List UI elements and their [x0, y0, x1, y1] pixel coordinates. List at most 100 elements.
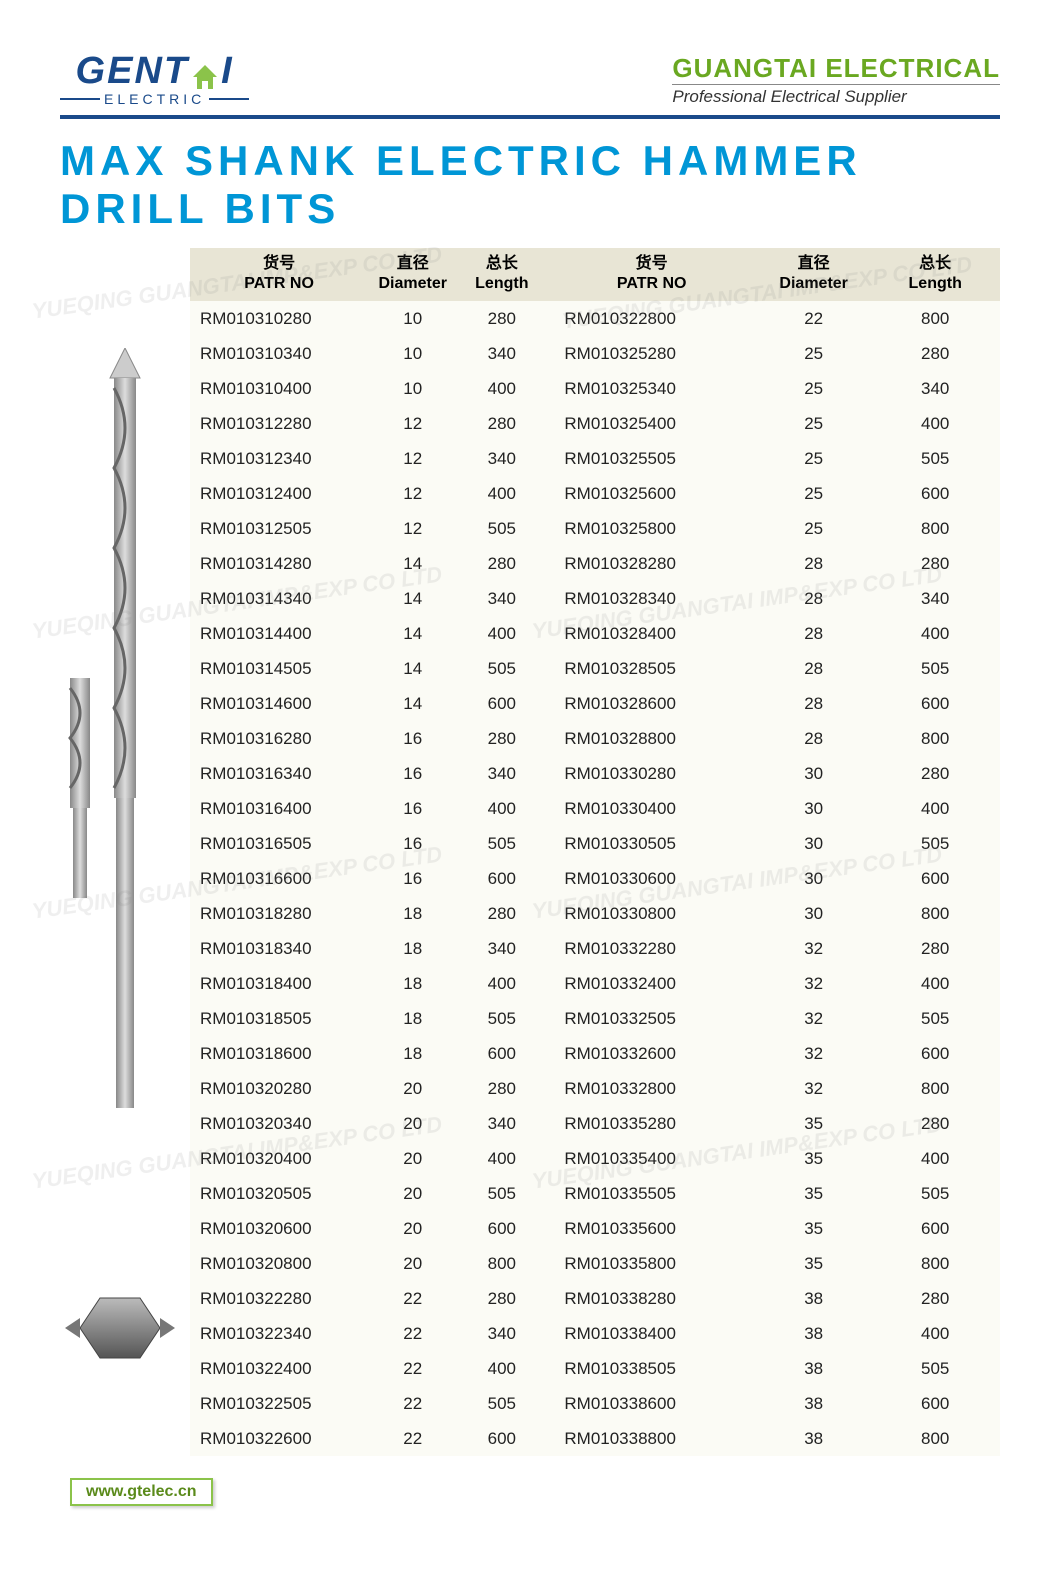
table-cell: 30 [757, 896, 870, 931]
table-cell: RM010322400 [190, 1351, 368, 1386]
table-cell: RM010318280 [190, 896, 368, 931]
table-cell: 35 [757, 1246, 870, 1281]
table-cell: RM010322280 [190, 1281, 368, 1316]
table-cell: 800 [870, 896, 1000, 931]
table-cell: 10 [368, 301, 457, 336]
table-cell: RM010328400 [546, 616, 757, 651]
table-cell: 30 [757, 791, 870, 826]
table-cell: RM010332280 [546, 931, 757, 966]
table-row: RM01031628016280RM01032880028800 [190, 721, 1000, 756]
product-images [60, 248, 190, 1468]
table-cell: RM010314505 [190, 651, 368, 686]
company-name: GUANGTAI ELECTRICAL [672, 53, 1000, 84]
table-cell: 600 [457, 861, 546, 896]
table-cell: RM010312340 [190, 441, 368, 476]
table-cell: RM010312505 [190, 511, 368, 546]
table-cell: 38 [757, 1281, 870, 1316]
table-cell: RM010312280 [190, 406, 368, 441]
table-cell: RM010310340 [190, 336, 368, 371]
table-row: RM01032028020280RM01033280032800 [190, 1071, 1000, 1106]
website-url: www.gtelec.cn [70, 1478, 213, 1506]
table-cell: RM010322505 [190, 1386, 368, 1421]
table-cell: RM010314340 [190, 581, 368, 616]
table-cell: 280 [870, 931, 1000, 966]
table-cell: 505 [457, 1176, 546, 1211]
table-cell: 25 [757, 476, 870, 511]
column-header: 货号PATR NO [190, 248, 368, 302]
logo-main: GENT [76, 50, 190, 93]
table-cell: RM010316280 [190, 721, 368, 756]
table-cell: 400 [457, 476, 546, 511]
table-cell: 16 [368, 756, 457, 791]
table-cell: 25 [757, 511, 870, 546]
table-cell: 22 [757, 301, 870, 336]
table-cell: 600 [870, 686, 1000, 721]
table-cell: 340 [457, 1316, 546, 1351]
table-cell: RM010328800 [546, 721, 757, 756]
table-cell: 340 [870, 581, 1000, 616]
table-cell: 600 [870, 861, 1000, 896]
table-cell: RM010320280 [190, 1071, 368, 1106]
table-cell: 18 [368, 1036, 457, 1071]
table-cell: 18 [368, 931, 457, 966]
table-cell: RM010316505 [190, 826, 368, 861]
table-cell: 20 [368, 1211, 457, 1246]
table-cell: 280 [870, 1106, 1000, 1141]
drill-tip-icon [65, 1278, 175, 1368]
table-cell: 28 [757, 616, 870, 651]
table-row: RM01032040020400RM01033540035400 [190, 1141, 1000, 1176]
table-cell: 16 [368, 826, 457, 861]
table-cell: RM010316600 [190, 861, 368, 896]
table-cell: RM010322340 [190, 1316, 368, 1351]
table-cell: 400 [870, 791, 1000, 826]
table-cell: RM010320800 [190, 1246, 368, 1281]
table-row: RM01031450514505RM01032850528505 [190, 651, 1000, 686]
table-cell: RM010328505 [546, 651, 757, 686]
table-row: RM01031240012400RM01032560025600 [190, 476, 1000, 511]
table-cell: 20 [368, 1141, 457, 1176]
table-cell: 32 [757, 1071, 870, 1106]
table-cell: 22 [368, 1351, 457, 1386]
table-row: RM01031634016340RM01033028030280 [190, 756, 1000, 791]
table-cell: 400 [457, 791, 546, 826]
table-cell: RM010310400 [190, 371, 368, 406]
table-cell: RM010314280 [190, 546, 368, 581]
column-header: 总长Length [457, 248, 546, 302]
table-row: RM01032240022400RM01033850538505 [190, 1351, 1000, 1386]
table-cell: RM010335280 [546, 1106, 757, 1141]
table-row: RM01031234012340RM01032550525505 [190, 441, 1000, 476]
table-cell: 400 [457, 966, 546, 1001]
table-cell: 505 [457, 511, 546, 546]
table-cell: RM010338400 [546, 1316, 757, 1351]
table-cell: 20 [368, 1246, 457, 1281]
table-cell: 32 [757, 931, 870, 966]
table-row: RM01032034020340RM01033528035280 [190, 1106, 1000, 1141]
table-cell: 340 [870, 371, 1000, 406]
table-cell: 38 [757, 1316, 870, 1351]
table-cell: 18 [368, 1001, 457, 1036]
table-cell: 400 [457, 371, 546, 406]
table-cell: 505 [870, 1001, 1000, 1036]
table-cell: RM010322600 [190, 1421, 368, 1456]
table-cell: 600 [457, 1036, 546, 1071]
table-cell: 280 [457, 1071, 546, 1106]
table-cell: 505 [870, 441, 1000, 476]
table-cell: 22 [368, 1386, 457, 1421]
table-cell: 600 [870, 476, 1000, 511]
table-cell: 600 [870, 1386, 1000, 1421]
table-cell: 505 [457, 1386, 546, 1421]
table-cell: RM010325600 [546, 476, 757, 511]
table-cell: RM010338280 [546, 1281, 757, 1316]
table-cell: 38 [757, 1421, 870, 1456]
table-cell: 800 [870, 511, 1000, 546]
logo-text: GENT I [76, 50, 234, 93]
table-cell: RM010328340 [546, 581, 757, 616]
table-cell: 800 [457, 1246, 546, 1281]
table-cell: RM010320600 [190, 1211, 368, 1246]
table-cell: RM010314600 [190, 686, 368, 721]
table-cell: 14 [368, 546, 457, 581]
table-cell: 12 [368, 441, 457, 476]
table-row: RM01031040010400RM01032534025340 [190, 371, 1000, 406]
table-cell: 28 [757, 686, 870, 721]
table-cell: 280 [457, 546, 546, 581]
